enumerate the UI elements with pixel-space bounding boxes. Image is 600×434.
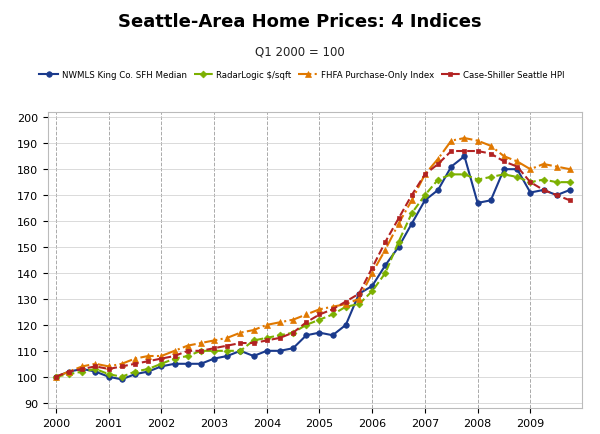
Text: Seattle-Area Home Prices: 4 Indices: Seattle-Area Home Prices: 4 Indices [118,13,482,31]
Text: Q1 2000 = 100: Q1 2000 = 100 [255,46,345,59]
Legend: NWMLS King Co. SFH Median, RadarLogic $/sqft, FHFA Purchase-Only Index, Case-Shi: NWMLS King Co. SFH Median, RadarLogic $/… [36,67,568,83]
